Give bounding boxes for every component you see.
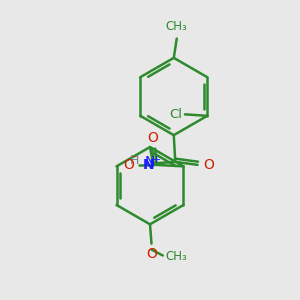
Text: CH₃: CH₃ xyxy=(166,20,188,33)
Text: N: N xyxy=(142,158,154,172)
Text: ⁻: ⁻ xyxy=(130,153,137,166)
Text: Cl: Cl xyxy=(169,108,183,121)
Text: +: + xyxy=(152,154,161,164)
Text: CH₃: CH₃ xyxy=(166,250,188,263)
Text: O: O xyxy=(147,131,158,145)
Text: N: N xyxy=(144,155,154,170)
Text: O: O xyxy=(124,158,134,172)
Text: O: O xyxy=(203,158,214,172)
Text: H: H xyxy=(130,154,140,167)
Text: O: O xyxy=(146,247,157,261)
